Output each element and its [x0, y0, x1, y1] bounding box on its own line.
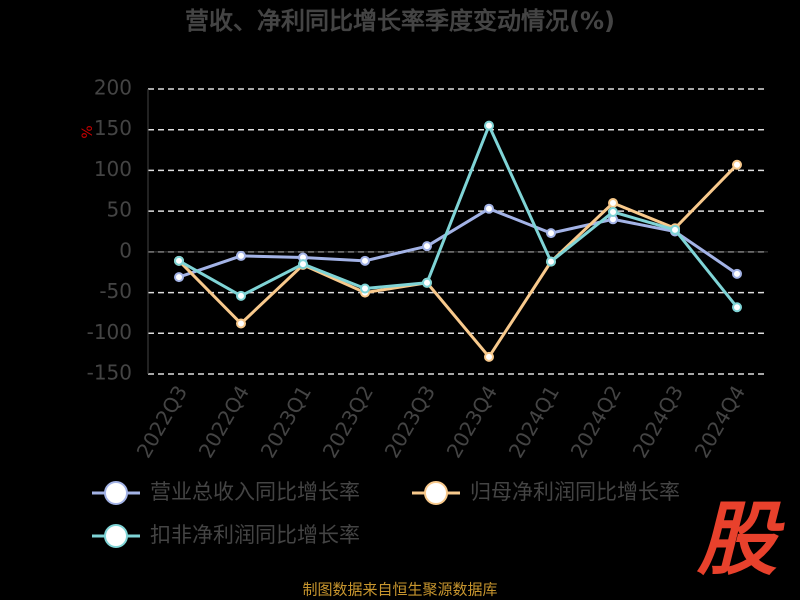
data-point: [298, 259, 308, 270]
legend-label: 归母净利润同比增长率: [470, 480, 680, 504]
legend-marker: [104, 524, 128, 548]
y-tick-label: 150: [94, 116, 132, 140]
data-point: [422, 277, 432, 288]
x-tick-label: 2024Q3: [628, 381, 688, 462]
x-tick-label: 2022Q4: [194, 381, 254, 462]
series-line: [178, 207, 738, 279]
legend-label: 营业总收入同比增长率: [150, 480, 360, 504]
y-tick-label: 50: [107, 198, 132, 222]
data-point: [546, 256, 556, 267]
y-tick-label: -150: [87, 361, 132, 385]
legend-marker: [104, 481, 128, 505]
data-point: [174, 272, 184, 283]
y-tick-label: 0: [119, 238, 132, 262]
data-point: [546, 228, 556, 239]
chart-title: 营收、净利同比增长率季度变动情况(%): [185, 7, 615, 35]
x-tick-label: 2024Q1: [504, 381, 564, 462]
y-axis-label: %: [80, 125, 96, 138]
data-point: [484, 351, 494, 362]
data-point: [360, 283, 370, 294]
x-tick-label: 2023Q2: [318, 381, 378, 462]
x-tick-label: 2023Q4: [442, 381, 502, 462]
data-point: [732, 268, 742, 279]
legend-marker: [424, 481, 448, 505]
data-point: [732, 302, 742, 313]
series-line: [177, 163, 739, 360]
data-point: [484, 120, 494, 131]
data-point: [236, 250, 246, 261]
y-tick-label: 100: [94, 157, 132, 181]
data-point: [174, 255, 184, 266]
source-note: 制图数据来自恒生聚源数据库: [302, 581, 497, 599]
y-tick-label: -100: [87, 320, 132, 344]
series-line: [178, 121, 739, 309]
logo: 股: [696, 493, 785, 586]
y-tick-label: 200: [94, 76, 132, 100]
x-tick-label: 2024Q4: [690, 381, 750, 462]
data-point: [236, 318, 246, 329]
data-point: [422, 241, 432, 252]
data-point: [732, 159, 742, 170]
x-tick-label: 2022Q3: [132, 381, 192, 462]
data-point: [608, 198, 618, 208]
data-point: [484, 203, 494, 214]
data-point: [360, 255, 370, 266]
legend-label: 扣非净利润同比增长率: [150, 523, 360, 547]
data-point: [670, 224, 680, 235]
y-tick-label: -50: [99, 279, 132, 303]
x-tick-label: 2023Q3: [380, 381, 440, 462]
x-tick-label: 2024Q2: [566, 381, 626, 462]
x-tick-label: 2023Q1: [256, 381, 316, 462]
data-point: [608, 206, 618, 217]
data-point: [236, 290, 246, 301]
